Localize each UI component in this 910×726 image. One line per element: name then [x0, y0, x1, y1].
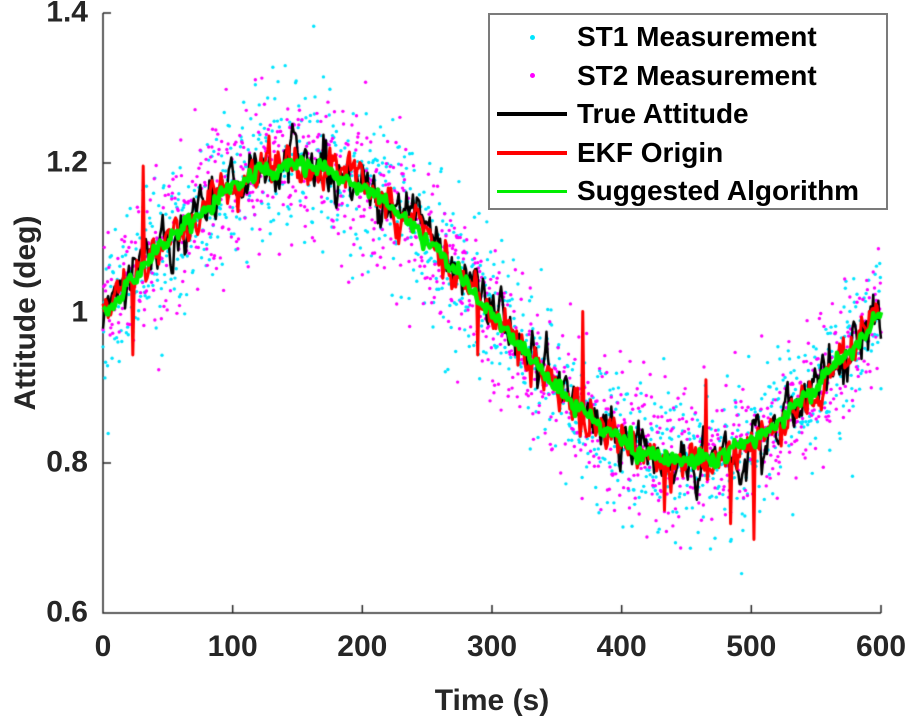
x-axis-label: Time (s)	[434, 684, 550, 717]
st2-measurement-marker-icon	[497, 73, 567, 79]
x-tick-label: 200	[337, 630, 388, 663]
y-tick-label: 1.2	[46, 145, 88, 179]
true-attitude-marker-swatch	[497, 112, 567, 117]
x-tick-label: 600	[855, 630, 907, 663]
st1-measurement-marker-icon	[497, 34, 567, 40]
legend-label: EKF Origin	[577, 136, 724, 168]
y-tick-label: 1.4	[46, 0, 88, 29]
x-tick-label: 100	[207, 630, 258, 663]
true-attitude-marker-icon	[497, 112, 567, 117]
suggested-algorithm-marker-icon	[497, 189, 567, 193]
ekf-origin-marker-icon	[497, 150, 567, 155]
y-tick-label: 0.6	[46, 595, 88, 629]
legend-label: Suggested Algorithm	[577, 175, 860, 207]
legend: ST1 Measurement ST2 Measurement True Attit…	[488, 13, 888, 210]
legend-item-suggested-algorithm: Suggested Algorithm	[490, 172, 886, 211]
legend-item-st1-measurement: ST1 Measurement	[490, 18, 886, 57]
legend-label: True Attitude	[577, 98, 749, 130]
legend-label: ST1 Measurement	[577, 21, 817, 53]
legend-item-true-attitude: True Attitude	[490, 95, 886, 134]
suggested-algorithm-marker-swatch	[497, 189, 567, 193]
legend-label: ST2 Measurement	[577, 59, 817, 91]
st1-measurement-marker-swatch	[529, 34, 535, 40]
legend-item-st2-measurement: ST2 Measurement	[490, 57, 886, 96]
x-tick-label: 0	[94, 630, 112, 663]
y-tick-label: 0.8	[46, 445, 88, 479]
x-tick-label: 300	[466, 630, 518, 663]
y-tick-label: 1	[71, 295, 88, 329]
legend-item-ekf-origin: EKF Origin	[490, 134, 886, 173]
x-tick-label: 400	[596, 630, 647, 663]
ekf-origin-marker-swatch	[497, 150, 567, 155]
y-axis-label: Attitude (deg)	[9, 215, 42, 411]
st2-measurement-marker-swatch	[529, 73, 535, 79]
x-tick-label: 500	[726, 630, 777, 663]
